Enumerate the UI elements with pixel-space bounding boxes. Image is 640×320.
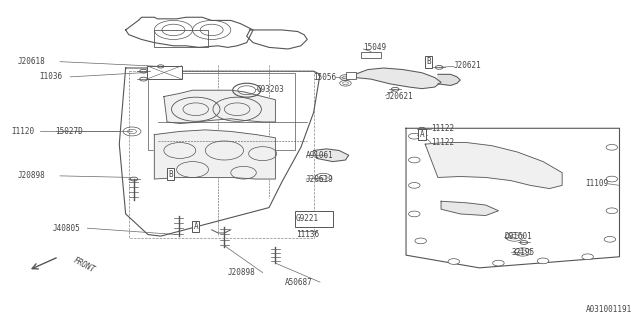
Polygon shape [125,17,253,47]
Text: 11122: 11122 [431,124,454,133]
Bar [147,66,182,79]
Text: J20621: J20621 [386,92,413,101]
Text: A: A [420,130,424,139]
Text: A031001191: A031001191 [586,305,632,314]
Polygon shape [349,68,441,89]
Circle shape [538,258,548,264]
Text: B: B [168,170,173,179]
Polygon shape [425,142,562,188]
Text: 11136: 11136 [296,230,319,239]
Circle shape [606,208,618,214]
Text: I1036: I1036 [40,72,63,81]
Circle shape [493,260,504,266]
Text: B: B [426,57,431,66]
Polygon shape [441,201,499,215]
Polygon shape [119,68,320,236]
Polygon shape [314,149,349,162]
Bar [154,30,209,47]
Polygon shape [246,30,307,49]
Circle shape [604,236,616,242]
Circle shape [408,157,420,163]
Text: 32195: 32195 [511,248,534,258]
Text: D91601: D91601 [505,232,532,241]
Circle shape [448,259,460,264]
Text: 15027D: 15027D [56,127,83,136]
Circle shape [408,211,420,217]
Text: G93203: G93203 [256,85,284,94]
Polygon shape [154,130,275,179]
Circle shape [415,238,426,244]
Polygon shape [164,90,275,124]
Text: J20619: J20619 [306,174,333,184]
Text: J20621: J20621 [454,61,481,70]
Text: 11122: 11122 [431,138,454,147]
Text: 15056: 15056 [313,73,336,82]
Polygon shape [438,74,460,85]
Text: J20898: J20898 [228,268,255,277]
Text: A50687: A50687 [285,278,313,287]
Text: G9221: G9221 [296,214,319,223]
Text: A91061: A91061 [306,151,333,160]
Circle shape [606,176,618,182]
Circle shape [582,254,593,260]
Text: A: A [193,222,198,231]
Circle shape [408,133,420,139]
Text: 15049: 15049 [364,43,387,52]
Text: I1120: I1120 [11,127,34,136]
Text: J20898: J20898 [17,172,45,180]
Text: J20618: J20618 [17,57,45,66]
Text: FRONT: FRONT [72,256,96,275]
Bar [346,72,356,79]
Circle shape [408,182,420,188]
Bar [361,52,381,59]
Bar [294,212,333,227]
Text: I1109: I1109 [585,179,608,188]
Text: J40805: J40805 [52,224,80,233]
Circle shape [606,144,618,150]
Polygon shape [406,128,620,268]
